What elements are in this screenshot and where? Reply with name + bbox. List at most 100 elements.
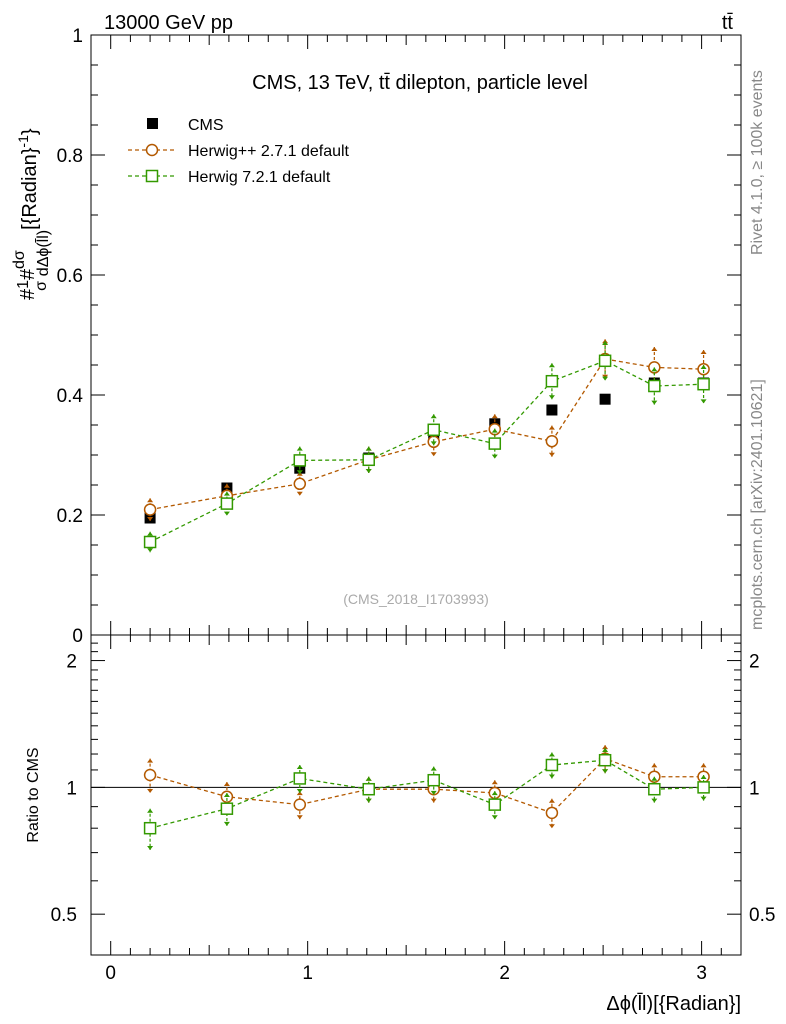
main-error-cap [602, 341, 609, 345]
ratio-error-cap [651, 776, 658, 781]
rivet-label: Rivet 4.1.0, ≥ 100k events [749, 70, 766, 255]
ratio-point-square [293, 772, 307, 785]
ratio-error-cap [602, 748, 609, 753]
main-error-cap [147, 531, 154, 536]
ratio-y-tick-label-right: 1 [749, 778, 760, 799]
main-error-cap [700, 399, 707, 404]
ratio-point-square [598, 753, 612, 767]
ylabel-frac2-den: dΔϕ(l̄l) [34, 230, 52, 276]
ratio-error-cap [491, 815, 498, 820]
ratio-panel-frame [90, 634, 742, 956]
ratio-error-cap [430, 798, 437, 803]
ratio-error-cap [147, 808, 154, 813]
ratio-error-cap [602, 769, 609, 774]
ratio-point-square [220, 802, 234, 815]
ratio-y-tick-label: 2 [66, 652, 77, 673]
main-error-cap [651, 347, 658, 351]
ratio-point-square [697, 781, 710, 794]
ratio-y-tick-label: 0.5 [51, 905, 77, 926]
main-error-cap [700, 350, 707, 354]
x-tick-label: 1 [302, 963, 313, 984]
main-error-cap [147, 498, 154, 503]
ratio-y-axis-label: Ratio to CMS [25, 747, 42, 842]
main-error-cap [651, 400, 658, 405]
ratio-error-cap [147, 758, 154, 763]
main-error-cap [223, 483, 230, 488]
main-error-cap [430, 441, 437, 446]
ratio-error-cap [700, 796, 707, 801]
main-point-square [427, 423, 440, 437]
plot-title: CMS, 13 TeV, tt̄ dilepton, particle leve… [252, 72, 588, 94]
main-error-cap [430, 452, 437, 457]
ylabel-close: } [19, 128, 41, 135]
main-error-cap [491, 454, 498, 459]
ratio-error-cap [296, 815, 303, 820]
ratio-error-cap [491, 780, 498, 785]
main-y-axis-label: #1#σ dσ dΔϕ(l̄l)[{Radian}-1} [11, 128, 52, 300]
legend-cms-label: CMS [188, 117, 224, 134]
main-point-square [362, 453, 375, 467]
ratio-error-cap [602, 745, 609, 750]
main-y-tick-label: 0.2 [57, 506, 83, 527]
ratio-error-cap [700, 774, 707, 779]
main-error-cap [548, 452, 555, 457]
main-point-data [221, 482, 233, 494]
legend-herwig7-label: Herwig 7.2.1 default [188, 169, 331, 186]
main-error-cap [548, 395, 555, 400]
main-y-tick-label: 0.8 [57, 146, 83, 167]
ratio-error-cap [365, 776, 372, 781]
main-axes: 0 0.2 0.4 0.6 0.8 1 [57, 26, 741, 647]
main-error-cap [296, 491, 303, 496]
ylabel-exp: -1 [15, 135, 31, 148]
ratio-series-circle [143, 745, 710, 829]
ratio-point-square [362, 782, 375, 796]
main-point-square [545, 374, 559, 388]
ratio-error-cap [548, 774, 555, 779]
main-error-cap [548, 425, 555, 430]
main-error-cap [491, 428, 498, 433]
main-error-cap [430, 414, 437, 419]
main-error-cap [147, 517, 154, 521]
main-error-cap [365, 469, 372, 473]
main-point-circle [293, 477, 307, 491]
legend-herwigpp-label: Herwig++ 2.7.1 default [188, 143, 350, 160]
ratio-series [143, 745, 710, 851]
ratio-y-tick-label: 1 [66, 778, 77, 799]
main-error-cap [491, 414, 498, 419]
mcplots-label: mcplots.cern.ch [arXiv:2401.10621] [749, 379, 766, 630]
main-y-tick-label: 0.6 [57, 266, 83, 287]
x-tick-label: 2 [499, 963, 510, 984]
x-tick-label: 3 [696, 963, 707, 984]
ratio-series-line [149, 757, 704, 814]
main-point-square [488, 437, 502, 450]
ratio-error-cap [223, 821, 230, 826]
ratio-point-circle [143, 768, 157, 782]
main-series-circle [143, 339, 710, 521]
ylabel-prefix: # [17, 288, 39, 300]
ratio-point-square [143, 821, 157, 835]
ratio-error-cap [296, 791, 303, 796]
ratio-axes: 0.5 0.5 1 1 2 2 0 1 2 3 [51, 635, 775, 984]
ratio-error-cap [548, 752, 555, 757]
main-error-cap [147, 548, 154, 553]
main-series-line [149, 358, 704, 511]
ratio-error-cap [700, 763, 707, 768]
ratio-error-cap [296, 765, 303, 770]
main-error-cap [651, 367, 658, 372]
ratio-point-circle [545, 806, 559, 820]
main-error-cap [602, 376, 609, 381]
main-error-cap [296, 470, 303, 475]
ylabel-units: [{Radian} [19, 147, 41, 230]
ratio-error-cap [491, 791, 498, 796]
ratio-y-tick-label-right: 0.5 [749, 905, 775, 926]
main-error-cap [700, 365, 707, 369]
ylabel-frac1-den: σ [33, 281, 50, 291]
main-point-square [648, 379, 661, 393]
main-point-circle [697, 362, 710, 376]
ratio-point-square [488, 798, 502, 811]
ratio-error-cap [651, 798, 658, 803]
energy-label: 13000 GeV pp [104, 12, 233, 34]
main-series-square [143, 341, 710, 553]
ratio-error-cap [651, 763, 658, 768]
